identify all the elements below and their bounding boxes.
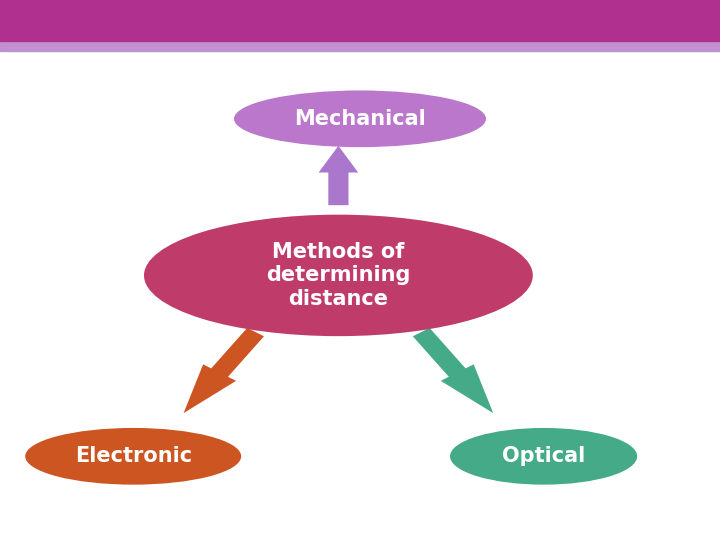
Ellipse shape	[450, 428, 637, 485]
Text: Methods of
determining
distance: Methods of determining distance	[266, 242, 410, 308]
Polygon shape	[318, 146, 359, 205]
Ellipse shape	[144, 214, 533, 336]
Text: Optical: Optical	[502, 446, 585, 467]
Text: Mechanical: Mechanical	[294, 109, 426, 129]
Ellipse shape	[234, 90, 486, 147]
Text: Electronic: Electronic	[75, 446, 192, 467]
Polygon shape	[184, 328, 264, 413]
Ellipse shape	[25, 428, 241, 485]
Polygon shape	[413, 328, 493, 413]
